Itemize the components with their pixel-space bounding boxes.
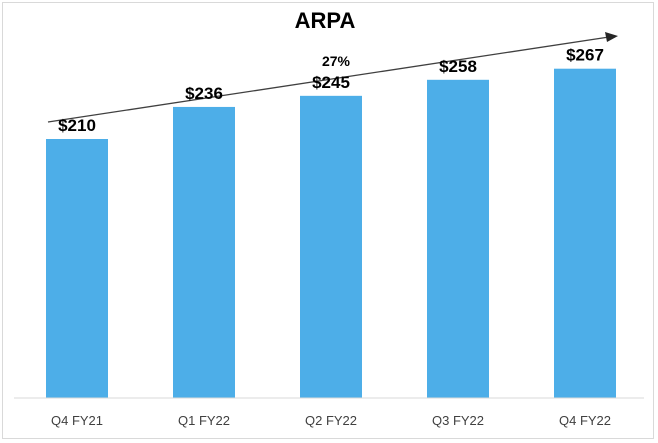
- chart-title: ARPA: [295, 8, 356, 33]
- growth-arrow-line: [47, 36, 610, 123]
- bar-q1-fy22: [173, 106, 235, 398]
- bars-group: [46, 68, 616, 399]
- value-labels-group: $210 $236 $245 $258 $267: [58, 46, 604, 135]
- bar-q2-fy22: [300, 95, 362, 398]
- data-label: $258: [439, 57, 477, 76]
- x-tick-label: Q2 FY22: [305, 413, 357, 428]
- data-label: $267: [566, 46, 604, 65]
- data-label: $245: [312, 73, 350, 92]
- growth-annotation: 27%: [322, 53, 351, 69]
- data-label: $236: [185, 84, 223, 103]
- bar-q4-fy22: [554, 68, 616, 398]
- x-tick-label: Q4 FY22: [559, 413, 611, 428]
- x-tick-label: Q3 FY22: [432, 413, 484, 428]
- x-tick-label: Q4 FY21: [51, 413, 103, 428]
- x-tick-label: Q1 FY22: [178, 413, 230, 428]
- data-label: $210: [58, 116, 96, 135]
- bar-q3-fy22: [427, 79, 489, 399]
- x-tick-labels-group: Q4 FY21 Q1 FY22 Q2 FY22 Q3 FY22 Q4 FY22: [51, 413, 611, 428]
- growth-arrow-head: [605, 32, 618, 42]
- bar-q4-fy21: [46, 139, 108, 398]
- growth-arrow: [47, 32, 618, 123]
